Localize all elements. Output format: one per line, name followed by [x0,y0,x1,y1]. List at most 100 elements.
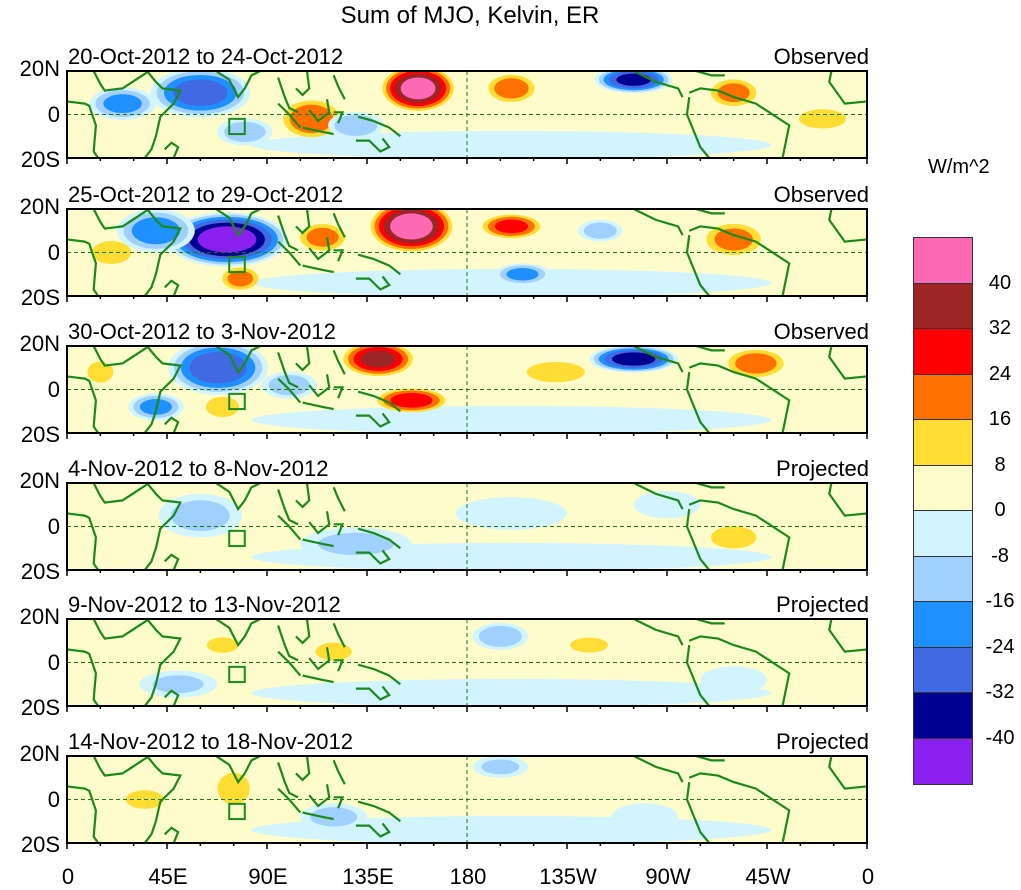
coastline [277,625,299,662]
coastline [143,346,183,433]
anomaly-contour [205,396,240,418]
colorbar-label: -32 [985,681,1015,703]
coastline [695,209,725,215]
coastline [277,650,302,677]
coastline [143,619,183,706]
coastline [333,659,345,672]
coastline [143,71,183,158]
anomaly-contour [251,405,772,433]
coastline [688,225,791,296]
coastline [695,71,725,77]
anomaly-contour [455,497,567,530]
coastline [355,685,391,701]
y-tick-label: 20S [20,559,60,584]
coastline [685,781,711,843]
coastline [295,209,311,235]
anomaly-contour [526,361,585,383]
colorbar-label: 40 [988,271,1012,294]
anomaly-contour [317,532,394,556]
y-tick-label: 0 [47,513,60,539]
map-panel [66,755,868,849]
x-tick-label: 90W [645,864,691,889]
coastline [332,622,346,648]
colorbar-swatch [914,465,972,511]
coastline [277,240,302,267]
y-tick-label: 20N [19,194,60,219]
anomaly-contour [700,666,768,694]
coastline [92,71,150,92]
coastline [143,209,183,296]
coastline [688,499,791,570]
coastline [92,619,150,640]
x-tick-label: 0 [861,864,875,889]
anomaly-contour [390,393,433,408]
colorbar-swatch [914,738,972,784]
colorbar-label: 16 [988,408,1012,430]
coastline [332,759,346,785]
index-box [228,802,246,821]
panel-kind: Observed [773,44,869,69]
coastline [295,619,311,645]
y-tick-label: 20S [20,147,60,172]
coastline [308,784,331,808]
coastline [67,648,100,706]
index-box [228,529,246,548]
coastline [277,787,302,814]
coastline [332,74,346,100]
colorbar-label: 24 [988,362,1012,385]
coastline [302,811,334,821]
coastline [92,483,150,504]
x-tick-label: 90E [248,864,288,889]
figure-title: Sum of MJO, Kelvin, ER [340,2,600,29]
colorbar-swatch [914,329,972,375]
coastline [685,508,711,570]
panel-kind: Projected [776,592,869,617]
coastline [828,619,867,653]
y-tick-label: 0 [47,376,60,402]
panel-kind: Observed [773,182,869,207]
coastline [685,371,711,433]
anomaly-contour [189,352,247,384]
x-tick-label: 135E [342,864,394,889]
panel-date-range: 30-Oct-2012 to 3-Nov-2012 [68,319,336,344]
coastline [355,822,391,838]
map-panel [66,482,868,576]
coastline [215,756,261,785]
coastline [695,483,725,489]
anomaly-contour [798,109,847,129]
coastline [633,209,684,236]
coastline [295,756,311,782]
coastline [215,209,261,238]
anomaly-contour [103,94,142,114]
coastline [92,756,150,777]
coastline [308,647,331,671]
panel-date-range: 9-Nov-2012 to 13-Nov-2012 [68,592,341,617]
anomaly-contour [583,222,617,239]
panel-kind: Projected [776,729,869,754]
anomaly-contour [227,270,254,287]
anomaly-contour [206,637,239,653]
map-panel [66,345,868,439]
anomaly-contour [173,79,228,107]
coastline [277,377,302,404]
coastline [308,237,331,261]
y-tick-label: 20N [19,56,60,81]
coastline [67,100,100,158]
y-tick-label: 20N [19,741,60,766]
y-tick-label: 20N [19,468,60,493]
coastline [302,674,334,684]
anomaly-contour [217,772,250,805]
anomaly-contour [481,759,520,775]
x-tick-label: 45W [745,864,791,889]
coastline [92,346,150,367]
coastline [688,772,791,843]
coastline [164,689,180,706]
anomaly-contour [251,678,772,706]
coastline [308,374,331,398]
coastline [67,238,100,296]
coastline [828,209,867,243]
colorbar-swatch [914,238,972,284]
anomaly-contour [360,350,396,368]
coastline [355,275,391,291]
coastline [277,102,302,129]
